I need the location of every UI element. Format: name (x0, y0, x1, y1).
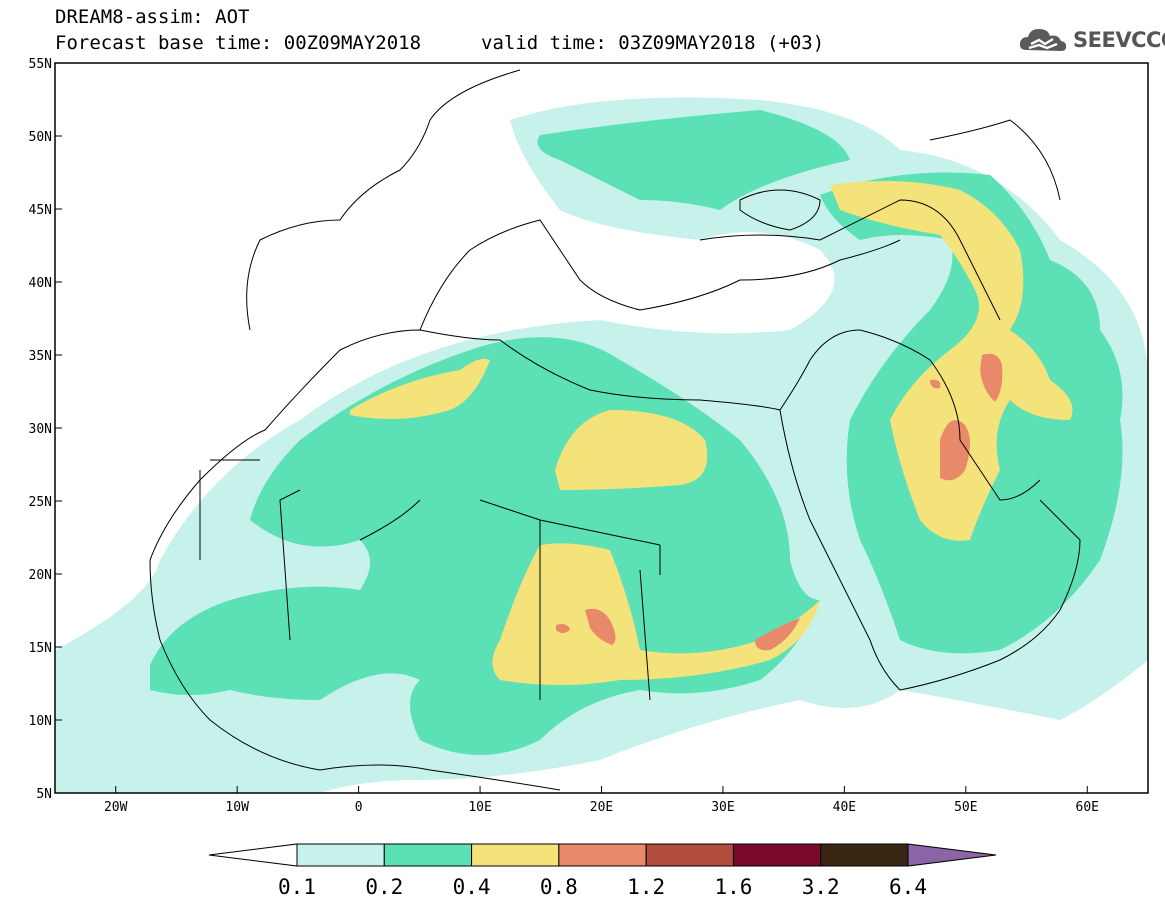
logo-text: SEEVCCC (1073, 28, 1165, 52)
colorbar-label: 0.8 (540, 875, 578, 899)
colorbar-label: 0.1 (278, 875, 316, 899)
aot-field (55, 97, 1148, 793)
colorbar-swatch (558, 843, 647, 867)
colorbar-label: 3.2 (802, 875, 840, 899)
map-axes: 55N 50N 45N 40N 35N 30N 25N 20N 15N 10N 5N 20W 10W 0… (29, 57, 1149, 815)
colorbar-label: 0.2 (365, 875, 403, 899)
lat-tick-label: 15N (29, 641, 52, 656)
lon-tick-label: 60E (1076, 800, 1099, 815)
valid-time: valid time: 03Z09MAY2018 (+03) (481, 32, 825, 54)
lat-tick-label: 45N (29, 203, 52, 218)
lon-tick-label: 10W (225, 800, 249, 815)
cloud-icon (1019, 29, 1067, 51)
lat-tick-label: 40N (29, 276, 52, 291)
colorbar-swatch (645, 843, 734, 867)
lon-tick-label: 40E (833, 800, 856, 815)
aot-colorbar: 0.1 0.2 0.4 0.8 1.2 1.6 3.2 6.4 (208, 843, 997, 899)
colorbar-swatch (471, 843, 560, 867)
colorbar-swatch (383, 843, 473, 867)
colorbar-swatch (296, 843, 385, 867)
figure-title: DREAM8-assim: AOT (55, 6, 250, 28)
aot-band-0.4 (350, 181, 1073, 685)
lon-tick-label: 30E (711, 800, 734, 815)
coastlines (149, 69, 1081, 791)
longitude-ticks: 20W 10W 0 10E 20E 30E 40E 50E 60E (104, 786, 1099, 815)
lat-tick-label: 50N (29, 130, 52, 145)
colorbar-label: 0.4 (453, 875, 491, 899)
lat-tick-label: 10N (29, 714, 52, 729)
lat-tick-label: 30N (29, 422, 52, 437)
aot-band-0.8 (556, 353, 1003, 651)
latitude-ticks: 55N 50N 45N 40N 35N 30N 25N 20N 15N 10N 5N (29, 57, 62, 802)
seevccc-logo: SEEVCCC (1017, 24, 1165, 58)
lat-tick-label: 20N (29, 568, 52, 583)
colorbar-over-triangle (907, 843, 997, 867)
colorbar-label: 6.4 (889, 875, 927, 899)
lon-tick-label: 10E (468, 800, 491, 815)
forecast-base-time: Forecast base time: 00Z09MAY2018 (55, 32, 422, 54)
colorbar-swatch (732, 843, 822, 867)
colorbar-label: 1.6 (714, 875, 752, 899)
lon-tick-label: 50E (954, 800, 977, 815)
lat-tick-label: 5N (36, 787, 52, 802)
lon-tick-label: 0 (355, 800, 363, 815)
lat-tick-label: 35N (29, 349, 52, 364)
lat-tick-label: 55N (29, 57, 52, 72)
lon-tick-label: 20E (590, 800, 613, 815)
lon-tick-label: 20W (104, 800, 128, 815)
colorbar-under-triangle (208, 843, 298, 867)
lat-tick-label: 25N (29, 495, 52, 510)
colorbar-label: 1.2 (627, 875, 665, 899)
colorbar-swatch (820, 843, 909, 867)
